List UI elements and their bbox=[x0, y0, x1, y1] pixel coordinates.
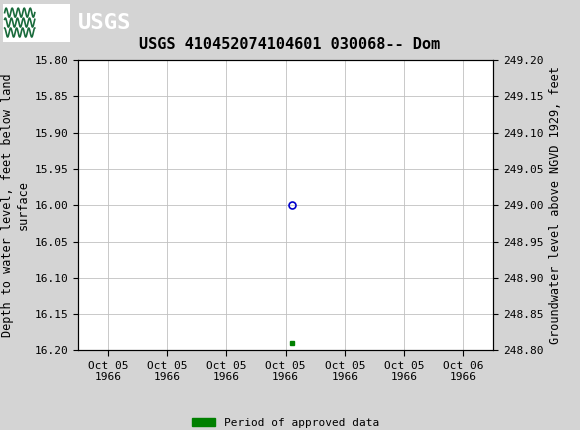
Y-axis label: Depth to water level, feet below land
surface: Depth to water level, feet below land su… bbox=[1, 74, 29, 337]
Text: USGS: USGS bbox=[78, 12, 132, 33]
Text: USGS 410452074104601 030068-- Dom: USGS 410452074104601 030068-- Dom bbox=[139, 37, 441, 52]
Y-axis label: Groundwater level above NGVD 1929, feet: Groundwater level above NGVD 1929, feet bbox=[549, 66, 562, 344]
Legend: Period of approved data: Period of approved data bbox=[188, 413, 383, 430]
Bar bbox=[3, 3, 70, 42]
